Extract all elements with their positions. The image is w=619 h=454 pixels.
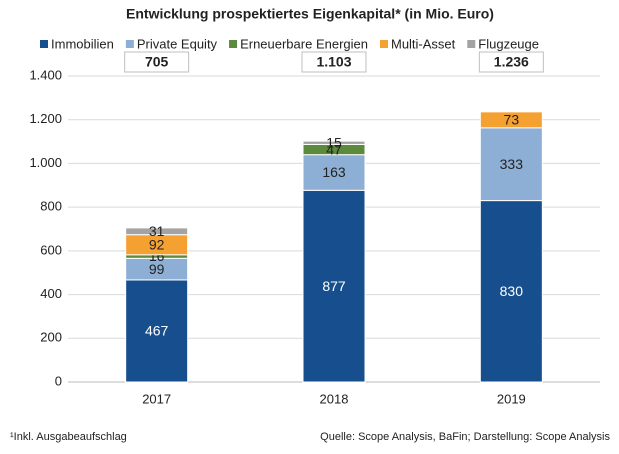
x-tick-label: 2017: [142, 391, 171, 406]
x-tick-label: 2019: [497, 391, 526, 406]
y-tick-label: 800: [40, 199, 62, 214]
total-label: 705: [145, 54, 169, 70]
total-box: [301, 51, 367, 73]
data-label: 830: [500, 283, 524, 299]
y-tick-label: 1.400: [29, 67, 62, 82]
data-label: 47: [326, 141, 342, 157]
data-label: 163: [322, 164, 346, 180]
x-tick-label: 2018: [320, 391, 349, 406]
bar-segment: [479, 127, 543, 202]
y-tick-label: 1.000: [29, 155, 62, 170]
total-label: 1.103: [316, 54, 351, 70]
total-label: 1.236: [494, 54, 529, 70]
legend-swatch: [229, 40, 238, 48]
legend-label: Flugzeuge: [478, 36, 539, 51]
bar-segment: [125, 279, 189, 383]
data-label: 467: [145, 323, 169, 339]
footnote: ¹Inkl. Ausgabeaufschlag: [10, 431, 127, 443]
data-label: 92: [149, 236, 165, 252]
y-tick-label: 200: [40, 330, 62, 345]
data-label: 99: [149, 261, 165, 277]
bar-segment: [479, 200, 543, 383]
data-label: 877: [322, 278, 346, 294]
data-label: 73: [504, 112, 520, 128]
legend-label: Immobilien: [51, 36, 114, 51]
bar-segment: [302, 154, 366, 191]
legend-swatch: [379, 40, 388, 48]
data-label: 31: [149, 223, 165, 239]
legend-label: Erneuerbare Energien: [240, 36, 368, 51]
chart-title: Entwicklung prospektiertes Eigenkapital*…: [126, 6, 494, 22]
bar-segment: [302, 189, 366, 383]
total-box: [124, 51, 190, 73]
y-tick-label: 0: [55, 373, 62, 388]
total-box: [478, 51, 544, 73]
y-tick-label: 1.200: [29, 111, 62, 126]
legend-swatch: [40, 40, 48, 48]
legend-swatch: [125, 40, 134, 48]
bar-segment: [302, 140, 366, 145]
legend-label: Private Equity: [137, 36, 218, 51]
y-tick-label: 400: [40, 286, 62, 301]
bar-segment: [479, 111, 543, 129]
y-tick-label: 600: [40, 242, 62, 257]
legend-swatch: [467, 40, 476, 48]
legend-label: Multi-Asset: [391, 36, 456, 51]
data-label: 333: [500, 156, 524, 172]
bar-segment: [125, 227, 189, 236]
data-label: 15: [326, 134, 342, 150]
source: Quelle: Scope Analysis, BaFin; Darstellu…: [320, 431, 610, 443]
